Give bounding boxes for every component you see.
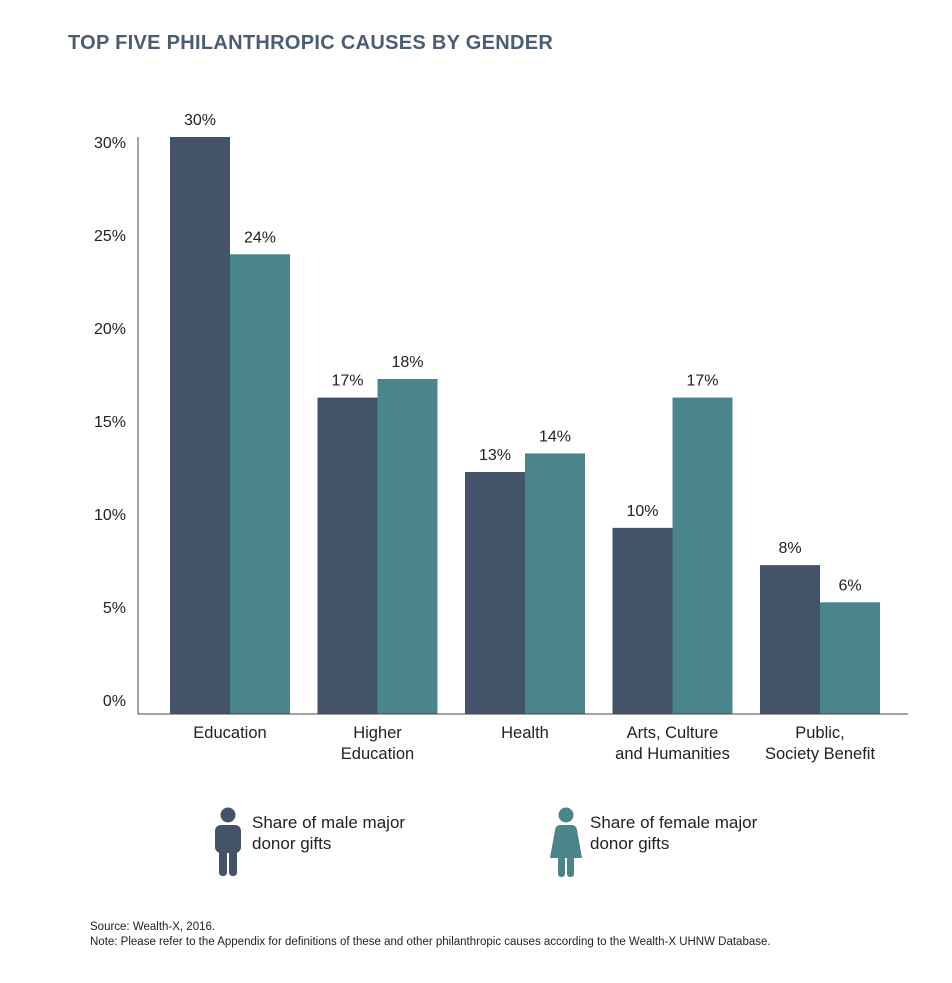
legend-male: Share of male major donor gifts <box>210 806 442 878</box>
bar-female <box>672 397 733 714</box>
x-category-label: Public, Society Benefit <box>765 724 875 763</box>
bar-male <box>612 527 673 714</box>
bar-value-label: 13% <box>479 447 511 464</box>
appendix-note: Note: Please refer to the Appendix for d… <box>90 936 771 948</box>
legend-female: Share of female major donor gifts <box>548 806 780 878</box>
y-tick-label: 5% <box>103 600 126 617</box>
bar-male <box>465 472 525 714</box>
bars <box>170 137 880 714</box>
y-tick-label: 10% <box>94 507 126 524</box>
legend-female-label: Share of female major donor gifts <box>590 813 758 853</box>
bar-value-label: 17% <box>331 373 363 390</box>
bar-value-label: 18% <box>391 354 423 371</box>
bar-value-label: 24% <box>244 229 276 246</box>
y-tick-label: 30% <box>94 135 126 152</box>
x-category-label: Health <box>501 724 549 742</box>
bar-chart: 0% 5% 10% 15% 20% 25% 30% 30% 24% 17% 18% 13% 14% 10… <box>94 112 908 763</box>
chart-title: TOP FIVE PHILANTHROPIC CAUSES BY GENDER <box>68 32 554 54</box>
bar-value-label: 17% <box>686 373 718 390</box>
bar-value-label: 6% <box>838 577 861 594</box>
bar-female <box>820 602 880 714</box>
bar-value-labels: 30% 24% 17% 18% 13% 14% 10% 17% 8% 6% <box>184 112 862 594</box>
bar-value-label: 14% <box>539 428 571 445</box>
female-person-icon <box>550 807 582 877</box>
y-tick-label: 25% <box>94 228 126 245</box>
bar-female <box>377 378 438 714</box>
bar-male <box>170 137 230 714</box>
bar-value-label: 10% <box>626 503 658 520</box>
y-tick-label: 20% <box>94 321 126 338</box>
bar-value-label: 8% <box>778 540 801 557</box>
x-axis-labels: Education Higher Education Health Arts, Cult… <box>193 724 875 763</box>
bar-value-label: 30% <box>184 112 216 129</box>
bar-male <box>317 397 378 714</box>
x-category-label: Education <box>193 724 266 742</box>
bar-female <box>525 453 585 714</box>
source-note: Source: Wealth-X, 2016. <box>90 921 216 933</box>
y-axis-ticks: 0% 5% 10% 15% 20% 25% 30% <box>94 135 126 710</box>
legend-male-label: Share of male major donor gifts <box>252 813 406 853</box>
y-tick-label: 15% <box>94 414 126 431</box>
bar-female <box>230 254 290 714</box>
footer-notes: Source: Wealth-X, 2016. Note: Please ref… <box>90 920 771 950</box>
male-person-icon <box>215 807 241 876</box>
x-category-label: Higher Education <box>341 724 414 763</box>
bar-male <box>760 565 820 714</box>
x-category-label: Arts, Culture and Humanities <box>615 724 730 763</box>
y-tick-label: 0% <box>103 693 126 710</box>
